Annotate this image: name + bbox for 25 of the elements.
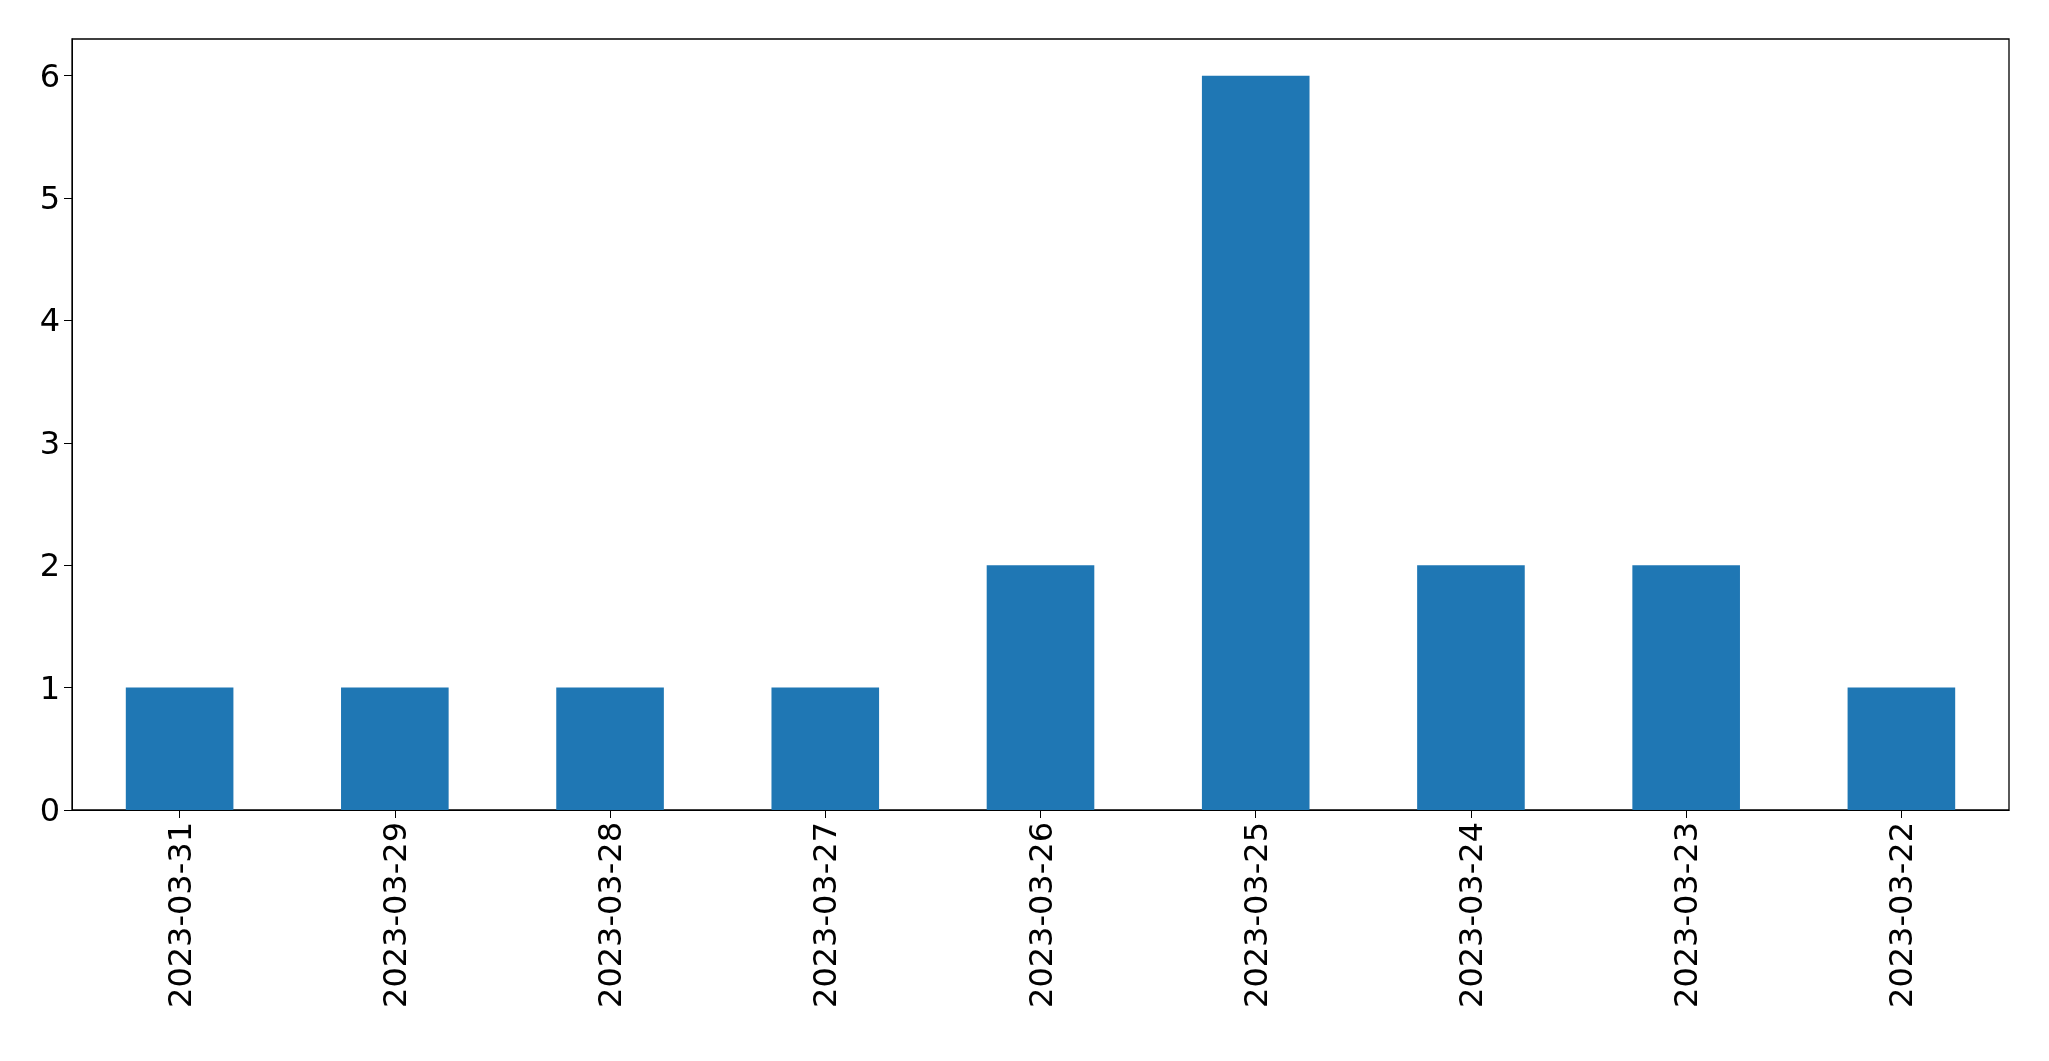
bar <box>341 687 449 810</box>
y-tick-label: 6 <box>39 56 60 95</box>
x-tick-label: 2023-03-25 <box>1236 822 1275 1008</box>
x-tick-label: 2023-03-27 <box>806 822 845 1008</box>
y-tick-label: 2 <box>39 546 60 585</box>
x-tick-label: 2023-03-23 <box>1667 822 1706 1008</box>
x-tick-label: 2023-03-24 <box>1451 822 1490 1008</box>
bar <box>1847 687 1956 810</box>
x-tick-label: 2023-03-22 <box>1882 822 1921 1008</box>
bar <box>1201 75 1310 810</box>
bar <box>556 687 664 810</box>
y-tick-label: 3 <box>39 423 60 462</box>
bar <box>771 687 880 810</box>
x-tick-label: 2023-03-28 <box>591 822 630 1008</box>
x-tick-label: 2023-03-31 <box>160 822 199 1008</box>
bar <box>1417 565 1525 810</box>
x-tick-label: 2023-03-26 <box>1021 822 1060 1008</box>
bar <box>125 687 234 810</box>
bar <box>1632 565 1740 810</box>
y-tick-label: 4 <box>39 301 60 340</box>
bar <box>986 565 1095 810</box>
y-tick-label: 1 <box>39 668 60 707</box>
y-tick-label: 5 <box>39 179 60 218</box>
y-tick-label: 0 <box>39 791 60 829</box>
x-tick-label: 2023-03-29 <box>375 822 414 1008</box>
